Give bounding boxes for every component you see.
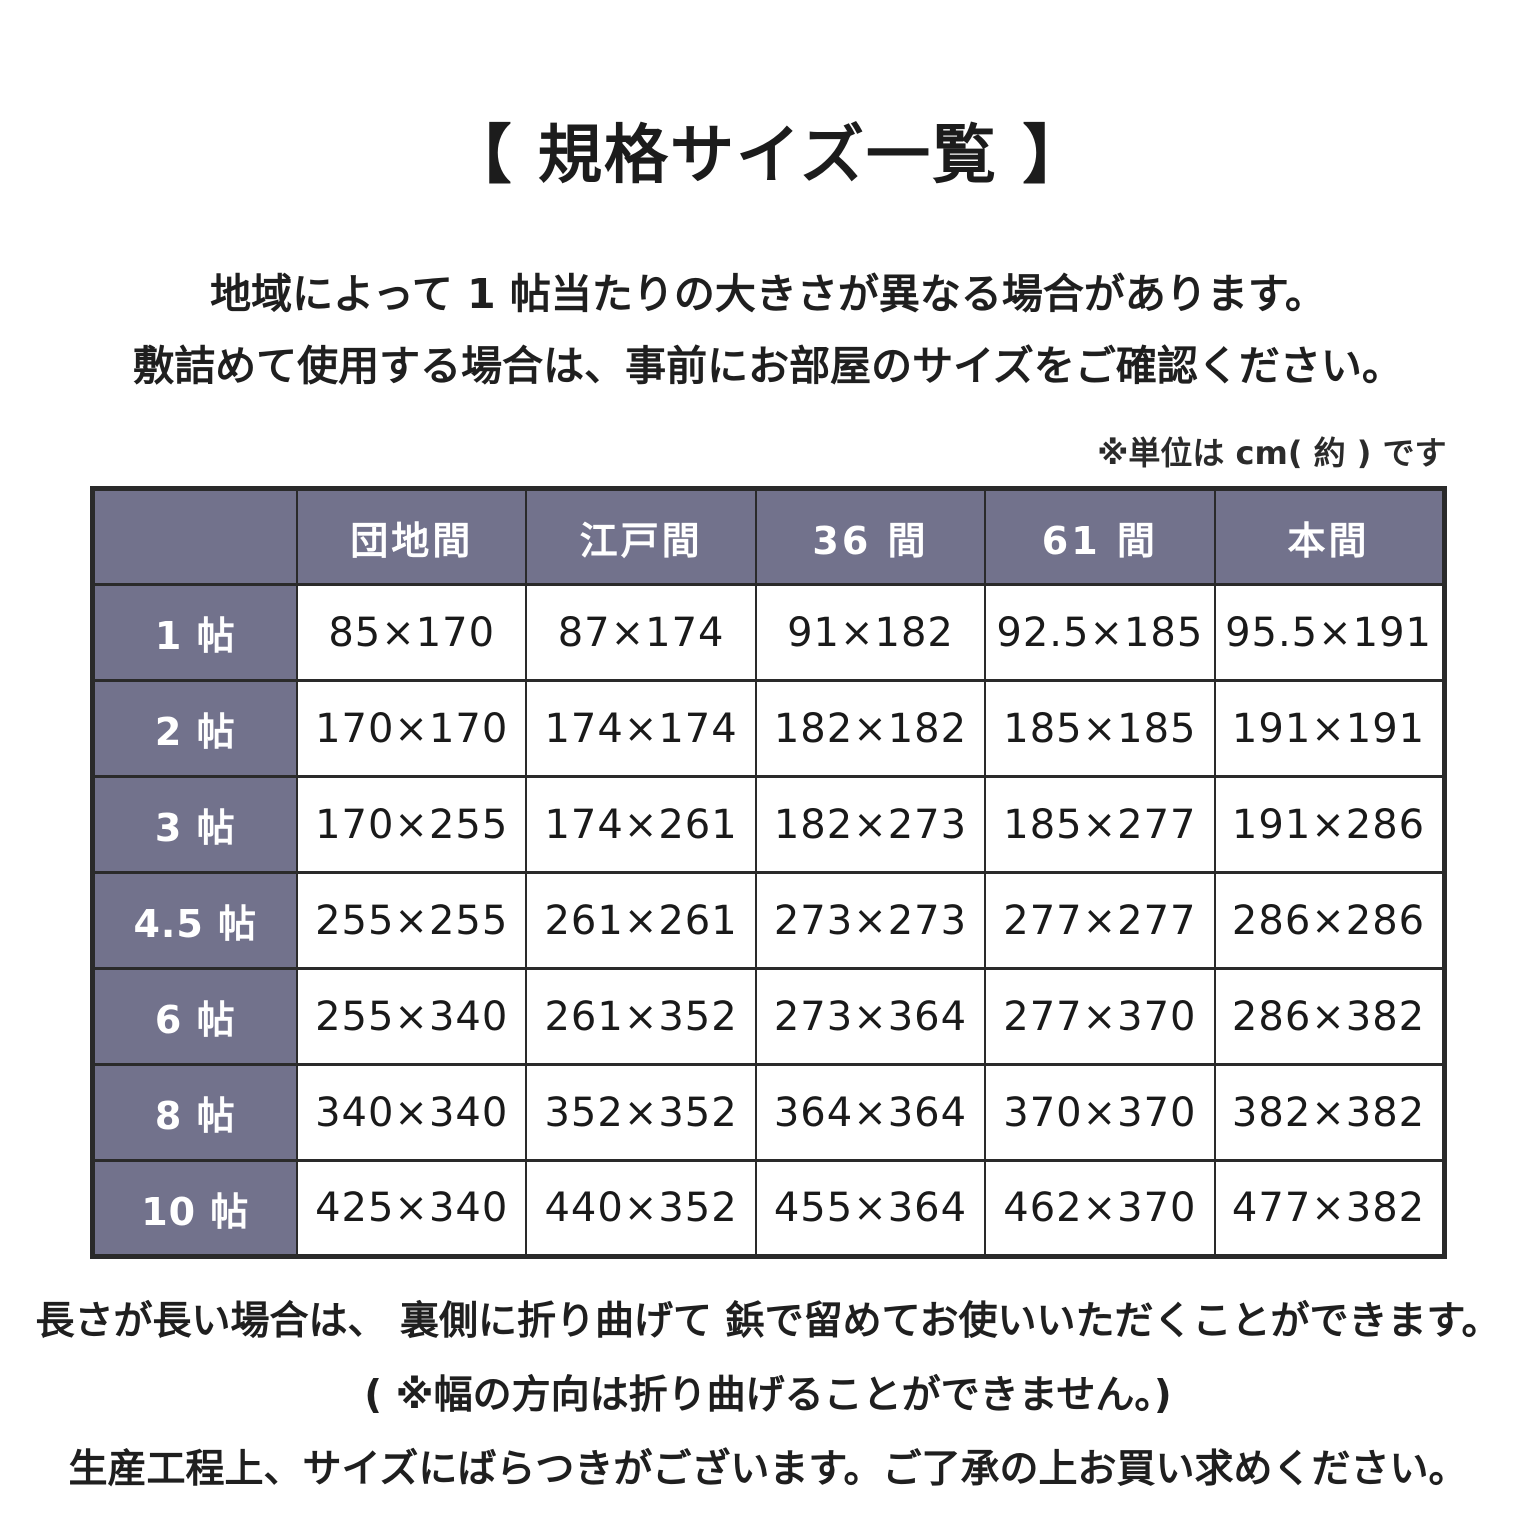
size-cell: 382×382 — [1213, 1063, 1446, 1162]
size-cell: 286×286 — [1213, 871, 1446, 970]
footer-line-3: 生産工程上、サイズにばらつきがございます。ご了承の上お買い求めください。 — [68, 1447, 1468, 1492]
size-cell: 182×182 — [754, 679, 987, 778]
size-cell: 286×382 — [1213, 967, 1446, 1066]
size-cell: 174×261 — [525, 775, 757, 874]
size-cell: 261×261 — [525, 871, 757, 970]
row-label-8jo: 8 帖 — [91, 1063, 298, 1162]
size-cell: 92.5×185 — [984, 583, 1216, 682]
size-cell: 170×255 — [295, 775, 528, 874]
size-cell: 277×370 — [984, 967, 1216, 1066]
column-header-honma: 本間 — [1213, 487, 1446, 586]
size-cell: 352×352 — [525, 1063, 757, 1162]
size-cell: 182×273 — [754, 775, 987, 874]
size-cell: 340×340 — [295, 1063, 528, 1162]
size-cell: 462×370 — [984, 1159, 1216, 1258]
size-cell: 364×364 — [754, 1063, 987, 1162]
size-cell: 273×273 — [754, 871, 987, 970]
size-table-header: 団地間 江戸間 36 間 61 間 本間 — [91, 487, 1446, 586]
header-row: 団地間 江戸間 36 間 61 間 本間 — [91, 487, 1446, 586]
row-label-10jo: 10 帖 — [91, 1159, 298, 1258]
column-header-danchima: 団地間 — [295, 487, 528, 586]
size-cell: 185×185 — [984, 679, 1216, 778]
table-row: 6 帖 255×340 261×352 273×364 277×370 286×… — [91, 967, 1446, 1066]
size-cell: 185×277 — [984, 775, 1216, 874]
size-cell: 95.5×191 — [1213, 583, 1446, 682]
row-label-6jo: 6 帖 — [91, 967, 298, 1066]
description-line-2: 敷詰めて使用する場合は、事前にお部屋のサイズをご確認ください。 — [133, 342, 1403, 390]
size-cell: 191×286 — [1213, 775, 1446, 874]
size-cell: 87×174 — [525, 583, 757, 682]
size-cell: 425×340 — [295, 1159, 528, 1258]
size-cell: 91×182 — [754, 583, 987, 682]
size-cell: 455×364 — [754, 1159, 987, 1258]
table-row: 1 帖 85×170 87×174 91×182 92.5×185 95.5×1… — [91, 583, 1446, 682]
footer-notes: 長さが長い場合は、 裏側に折り曲げて 鋲で留めてお使いいただくことができます。 … — [0, 1285, 1536, 1507]
column-header-36ma: 36 間 — [754, 487, 987, 586]
column-header-edoma: 江戸間 — [525, 487, 757, 586]
description-line-1: 地域によって 1 帖当たりの大きさが異なる場合があります。 — [210, 270, 1326, 318]
row-label-2jo: 2 帖 — [91, 679, 298, 778]
size-cell: 273×364 — [754, 967, 987, 1066]
size-table: 団地間 江戸間 36 間 61 間 本間 1 帖 85×170 87×174 9… — [89, 486, 1447, 1259]
size-cell: 170×170 — [295, 679, 528, 778]
page-title: 【 規格サイズ一覧 】 — [447, 119, 1089, 193]
size-cell: 277×277 — [984, 871, 1216, 970]
size-cell: 174×174 — [525, 679, 757, 778]
table-row: 8 帖 340×340 352×352 364×364 370×370 382×… — [91, 1063, 1446, 1162]
size-cell: 255×255 — [295, 871, 528, 970]
footer-line-1: 長さが長い場合は、 裏側に折り曲げて 鋲で留めてお使いいただくことができます。 — [35, 1299, 1501, 1344]
column-header-61ma: 61 間 — [984, 487, 1216, 586]
row-label-3jo: 3 帖 — [91, 775, 298, 874]
size-table-body: 1 帖 85×170 87×174 91×182 92.5×185 95.5×1… — [91, 583, 1446, 1258]
corner-cell — [91, 487, 298, 586]
table-row: 2 帖 170×170 174×174 182×182 185×185 191×… — [91, 679, 1446, 778]
size-cell: 440×352 — [525, 1159, 757, 1258]
size-cell: 85×170 — [295, 583, 528, 682]
row-label-1jo: 1 帖 — [91, 583, 298, 682]
table-row: 10 帖 425×340 440×352 455×364 462×370 477… — [91, 1159, 1446, 1258]
unit-note: ※単位は cm( 約 ) です — [1097, 434, 1447, 472]
description-block: 地域によって 1 帖当たりの大きさが異なる場合があります。 敷詰めて使用する場合… — [0, 258, 1536, 402]
table-row: 3 帖 170×255 174×261 182×273 185×277 191×… — [91, 775, 1446, 874]
row-label-4-5jo: 4.5 帖 — [91, 871, 298, 970]
size-cell: 370×370 — [984, 1063, 1216, 1162]
size-cell: 191×191 — [1213, 679, 1446, 778]
footer-line-2: ( ※幅の方向は折り曲げることができません。) — [364, 1373, 1172, 1418]
size-cell: 477×382 — [1213, 1159, 1446, 1258]
size-cell: 261×352 — [525, 967, 757, 1066]
size-cell: 255×340 — [295, 967, 528, 1066]
table-row: 4.5 帖 255×255 261×261 273×273 277×277 28… — [91, 871, 1446, 970]
